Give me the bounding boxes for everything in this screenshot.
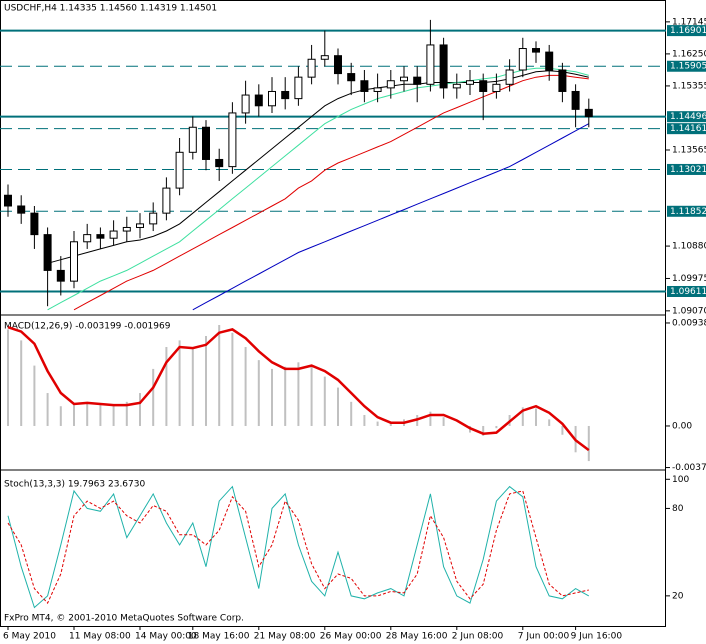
copyright: FxPro MT4, © 2001-2010 MetaQuotes Softwa…	[4, 614, 244, 624]
x-tick-label: 21 May 08:00	[254, 632, 316, 642]
level-label: 1.14496	[670, 112, 706, 122]
x-tick-label: 14 May 00:00	[135, 632, 197, 642]
y-tick-label: 0.009386	[672, 318, 706, 328]
y-tick-label: 1.10880	[672, 242, 706, 252]
x-tick-label: 2 Jun 08:00	[452, 632, 504, 642]
x-tick-label: 9 Jun 16:00	[571, 632, 623, 642]
level-label-box	[667, 25, 706, 37]
level-label-box	[667, 285, 706, 297]
candle-body	[175, 151, 184, 189]
candle-body	[56, 269, 65, 282]
y-tick-label: -0.00379	[672, 463, 706, 473]
candle-body	[4, 194, 12, 207]
candle-body	[505, 69, 514, 85]
series-line	[73, 74, 589, 311]
y-tick-label: 1.16250	[672, 49, 706, 59]
candle-body	[30, 212, 39, 236]
candle-body	[479, 80, 488, 92]
candle-body	[254, 94, 263, 107]
candle-body	[334, 55, 342, 75]
level-label-box	[667, 163, 706, 175]
candle-body	[571, 90, 580, 110]
candle-body	[215, 158, 224, 168]
level-label: 1.09611	[670, 287, 706, 297]
candle-body	[122, 226, 131, 232]
candle-body	[70, 241, 78, 282]
x-tick-label: 6 May 2010	[3, 632, 56, 642]
candle-body	[518, 48, 527, 71]
level-label: 1.15905	[670, 62, 706, 72]
stoch-title: Stoch(13,3,3) 19.7963 23.6730	[4, 480, 145, 490]
candle-body	[532, 48, 540, 53]
candle-body	[307, 58, 316, 78]
x-tick-label: 11 May 08:00	[69, 632, 131, 642]
candle-body	[400, 76, 408, 82]
series-line	[47, 67, 589, 311]
candle-body	[281, 90, 290, 100]
macd-title: MACD(12,26,9) -0.003199 -0.001969	[4, 322, 171, 332]
candle-body	[241, 94, 250, 114]
candle-body	[558, 69, 567, 92]
candle-body	[466, 80, 474, 85]
level-label: 1.16901	[670, 26, 706, 36]
candle-body	[188, 126, 197, 153]
level-label-box	[667, 123, 706, 135]
level-label-box	[667, 111, 706, 123]
y-tick-label: 100	[672, 475, 689, 485]
series-line	[7, 326, 590, 452]
candle-body	[162, 187, 171, 214]
frame	[0, 0, 666, 627]
candle-body	[452, 83, 461, 89]
candle-body	[413, 76, 422, 85]
x-tick-label: 28 May 16:00	[386, 632, 448, 642]
level-label: 1.14161	[670, 124, 706, 134]
candle-body	[136, 223, 144, 228]
y-tick-label: 1.17145	[672, 17, 706, 27]
candle-body	[43, 234, 52, 271]
series-line	[7, 490, 589, 604]
y-tick-label: 20	[672, 591, 684, 601]
y-tick-label: 1.15355	[672, 81, 706, 91]
level-label: 1.11852	[670, 207, 706, 217]
y-tick-label: 1.13565	[672, 145, 706, 155]
y-tick-label: 1.09070	[672, 306, 706, 316]
y-tick-label: 80	[672, 504, 684, 514]
candle-body	[373, 87, 382, 92]
chart-title: USDCHF,H4 1.14335 1.14560 1.14319 1.1450…	[4, 4, 217, 14]
candle-body	[228, 112, 237, 168]
candle-body	[426, 44, 435, 85]
series-line	[47, 70, 589, 264]
x-tick-label: 26 May 00:00	[320, 632, 382, 642]
candle-body	[96, 234, 105, 239]
candle-body	[320, 55, 329, 60]
level-label: 1.13021	[670, 165, 706, 175]
candle-body	[149, 212, 158, 225]
candle-body	[294, 76, 303, 100]
candle-body	[347, 73, 356, 82]
candle-body	[492, 83, 501, 92]
level-label-box	[667, 60, 706, 72]
candle-body	[83, 234, 92, 243]
candle-body	[268, 90, 276, 107]
x-tick-label: 7 Jun 00:00	[518, 632, 570, 642]
y-tick-label: 1.09975	[672, 274, 706, 284]
candle-body	[202, 126, 210, 160]
x-tick-label: 18 May 16:00	[188, 632, 250, 642]
candle-body	[545, 51, 554, 71]
candle-body	[109, 230, 118, 239]
candle-body	[17, 205, 26, 214]
series-line	[192, 123, 590, 311]
candle-body	[360, 80, 369, 92]
candle-body	[584, 108, 593, 118]
candle-body	[386, 80, 395, 89]
level-label-box	[667, 205, 706, 217]
y-tick-label: 0.00	[672, 421, 692, 431]
candle-body	[439, 44, 448, 89]
